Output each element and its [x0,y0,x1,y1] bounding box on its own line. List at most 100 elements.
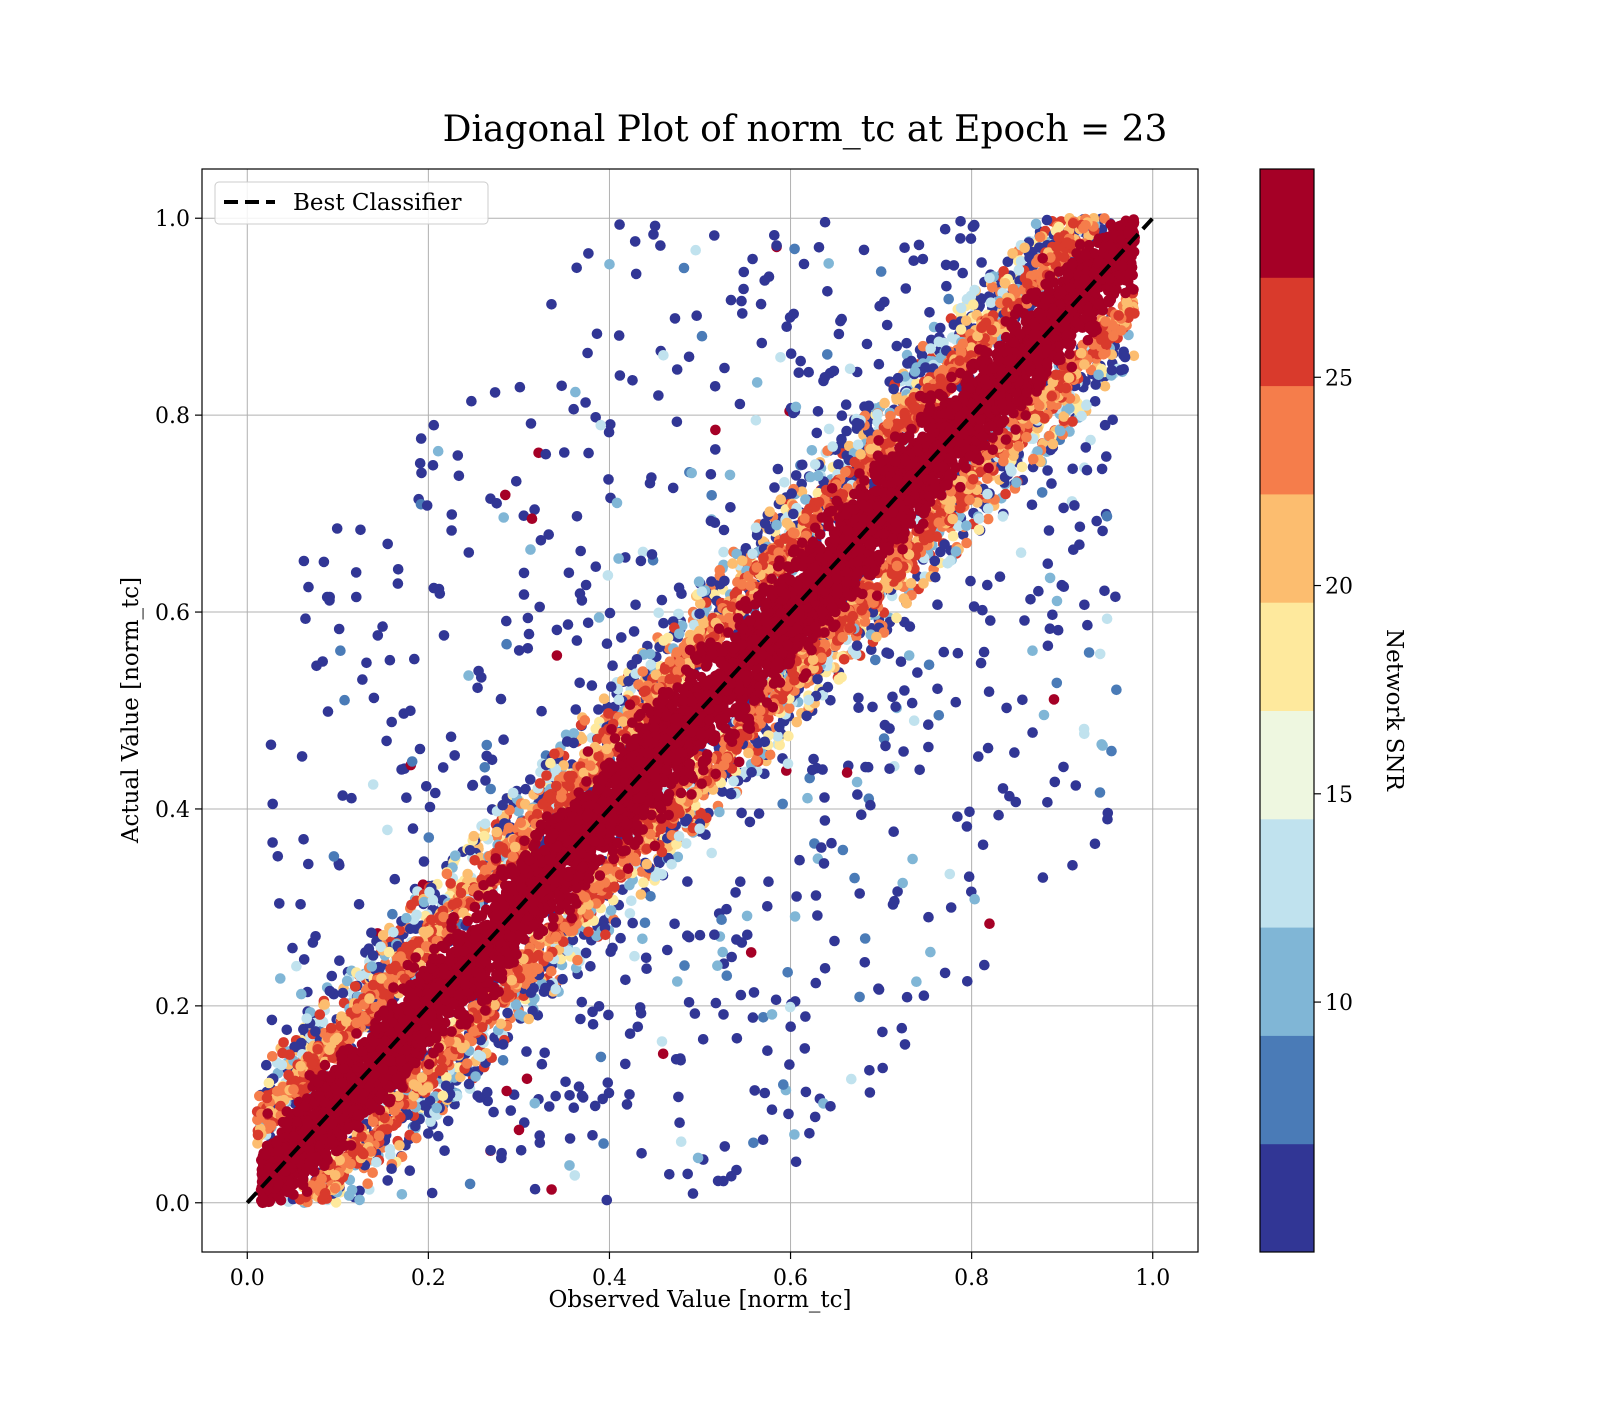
scatter-point [771,995,782,1006]
scatter-point [421,781,432,792]
scatter-point [706,848,717,859]
scatter-point [1093,370,1104,381]
scatter-point [438,1091,449,1102]
scatter-point [602,1195,613,1206]
scatter-point [854,419,865,430]
scatter-point [902,992,913,1003]
scatter-point [506,1105,517,1116]
scatter-point [985,615,996,626]
scatter-point [674,583,685,594]
scatter-point [562,736,573,747]
scatter-point [514,1009,525,1020]
scatter-point [1044,525,1055,536]
scatter-point [657,1036,668,1047]
scatter-point [923,742,934,753]
scatter-point [984,918,995,929]
scatter-point [565,1133,576,1144]
scatter-point [367,961,378,972]
scatter-point [613,553,624,564]
scatter-point [983,514,994,525]
scatter-point [620,1059,631,1070]
scatter-point [612,498,623,509]
scatter-point [1055,426,1066,437]
scatter-point [956,303,967,314]
scatter-point [836,314,847,325]
scatter-point [725,502,736,513]
scatter-point [577,997,588,1008]
scatter-point [583,448,594,459]
scatter-point [697,586,708,597]
scatter-point [804,1128,815,1139]
scatter-point [924,307,935,318]
scatter-point [604,259,615,270]
scatter-point [791,402,802,413]
scatter-point [812,674,823,685]
scatter-point [807,445,818,456]
scatter-point [264,1078,275,1089]
scatter-point [1064,403,1075,414]
scatter-point [706,469,717,480]
scatter-point [949,260,960,271]
scatter-point [546,1184,557,1195]
scatter-point [873,983,884,994]
scatter-point [694,823,705,834]
scatter-point [1027,727,1038,738]
scatter-point [593,704,604,715]
scatter-point [549,749,560,760]
scatter-point [773,464,784,475]
scatter-point [732,1033,743,1044]
scatter-point [524,629,535,640]
scatter-point [525,774,536,785]
scatter-point [390,874,401,885]
scatter-point [956,324,967,335]
scatter-point [717,947,728,958]
scatter-point [800,494,811,505]
scatter-point [969,285,980,296]
scatter-point [524,1014,535,1025]
scatter-point [829,936,840,947]
scatter-point [767,1009,778,1020]
scatter-point [751,415,762,426]
scatter-point [871,632,882,643]
scatter-point [977,605,988,616]
scatter-point [603,474,614,485]
scatter-point [779,477,790,488]
scatter-point [686,468,697,479]
scatter-point [973,751,984,762]
scatter-point [974,513,985,524]
scatter-point [979,647,990,658]
scatter-point [454,471,465,482]
scatter-point [605,608,616,619]
scatter-point [808,754,819,765]
scatter-point [986,297,997,308]
scatter-point [940,224,951,235]
scatter-point [810,1112,821,1123]
scatter-point [564,568,575,579]
scatter-point [820,217,831,228]
scatter-point [872,409,883,420]
scatter-point [969,220,980,231]
scatter-point [711,998,722,1009]
scatter-point [496,1019,507,1030]
scatter-point [491,498,502,509]
scatter-point [786,348,797,359]
scatter-point [642,859,653,870]
scatter-point [789,1129,800,1140]
scatter-point [1096,739,1107,750]
scatter-point [738,284,749,295]
scatter-point [899,593,910,604]
scatter-point [564,1160,575,1171]
scatter-point [754,808,765,819]
scatter-point [273,851,284,862]
scatter-point [775,352,786,363]
scatter-point [864,401,875,412]
scatter-point [1079,724,1090,735]
scatter-point [737,308,748,319]
scatter-point [401,913,412,924]
scatter-point [758,1134,769,1145]
scatter-point [964,871,975,882]
scatter-point [438,762,449,773]
scatter-point [446,732,457,743]
scatter-point [827,441,838,452]
scatter-point [834,329,845,340]
